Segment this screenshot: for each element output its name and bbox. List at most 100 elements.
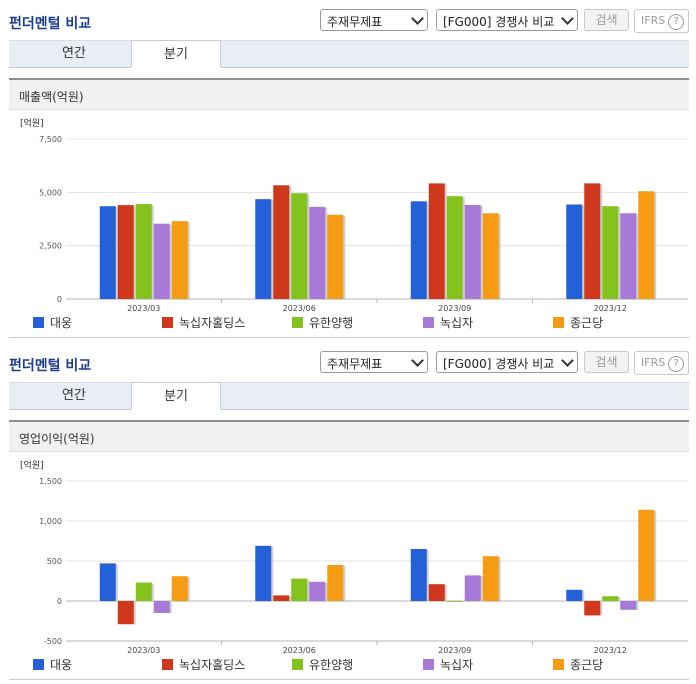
y-axis-unit: [억원] [20, 459, 44, 471]
bar [410, 201, 427, 299]
legend-label: 대웅 [50, 316, 73, 330]
y-axis-unit: [억원] [20, 117, 44, 129]
ifrs-label: IFRS [641, 356, 666, 369]
legend-item[interactable]: 녹십자홀딩스 [162, 314, 245, 332]
legend-item[interactable]: 대웅 [33, 314, 72, 332]
chart-legend: 대웅 녹십자홀딩스 유한양행 녹십자 종근당 [9, 656, 689, 676]
legend-swatch [292, 317, 303, 328]
bar [309, 581, 326, 601]
legend-item[interactable]: 유한양행 [292, 314, 353, 332]
y-tick-label: 0 [57, 295, 62, 304]
legend-item[interactable]: 녹십자 [423, 656, 473, 674]
chevron-down-icon [561, 12, 574, 25]
legend-label: 녹십자 [440, 316, 474, 330]
legend-swatch [553, 659, 564, 670]
legend-item[interactable]: 녹십자홀딩스 [162, 656, 245, 674]
bar [602, 596, 619, 601]
help-icon[interactable]: ? [668, 14, 684, 30]
select-value: 주재무제표 [327, 357, 383, 371]
y-tick-label: 5,000 [39, 188, 62, 197]
bar [602, 206, 619, 299]
select-value: 주재무제표 [327, 15, 383, 29]
tab-annual[interactable]: 연간 [62, 388, 86, 403]
legend-item[interactable]: 유한양행 [292, 656, 353, 674]
bar [255, 199, 272, 299]
search-button[interactable]: 검색 [584, 351, 629, 373]
operating-profit-bar-chart: [억원] -500 0 500 1,000 1,500 2023/03 2023/06 2023… [20, 459, 688, 655]
ifrs-button[interactable]: IFRS? [634, 351, 689, 375]
fundamental-compare-section-sales: 펀더멘털 비교 주재무제표 [FG000] 경쟁사 비교 검색 IFRS? 연간… [9, 9, 689, 338]
legend-label: 녹십자 [440, 658, 474, 672]
bar [117, 205, 134, 299]
bar [638, 509, 655, 601]
legend-item[interactable]: 대웅 [33, 656, 72, 674]
legend-label: 종근당 [570, 316, 604, 330]
bar [171, 576, 188, 601]
bar [446, 601, 463, 602]
x-tick-label: 2023/03 [127, 646, 160, 655]
legend-swatch [292, 659, 303, 670]
statement-type-select[interactable]: 주재무제표 [320, 351, 428, 373]
legend-item[interactable]: 녹십자 [423, 314, 473, 332]
legend-label: 유한양행 [309, 658, 354, 672]
legend-swatch [33, 659, 44, 670]
period-tabs: 연간 분기 [9, 382, 689, 410]
legend-item[interactable]: 종근당 [553, 314, 603, 332]
bar [273, 595, 290, 601]
x-tick-label: 2023/06 [283, 646, 316, 655]
tab-quarterly[interactable]: 분기 [131, 382, 221, 410]
tab-annual[interactable]: 연간 [62, 46, 86, 61]
bar [309, 206, 326, 299]
bar [428, 584, 445, 601]
chevron-down-icon [411, 354, 424, 367]
legend-label: 유한양행 [309, 316, 354, 330]
competitor-group-select[interactable]: [FG000] 경쟁사 비교 [436, 9, 578, 31]
bar [153, 223, 170, 299]
search-button[interactable]: 검색 [584, 9, 629, 31]
bar [446, 196, 463, 299]
legend-label: 녹십자홀딩스 [179, 316, 246, 330]
bar [273, 185, 290, 299]
bar [620, 601, 637, 610]
chart-panel: 영업이익(억원) [억원] -500 0 500 1,000 1,500 2023/03 20… [9, 420, 689, 680]
bar [584, 183, 601, 299]
bar [410, 549, 427, 601]
chart-panel-header: 영업이익(억원) [9, 422, 689, 452]
help-icon[interactable]: ? [668, 356, 684, 372]
bar [291, 193, 308, 299]
legend-swatch [423, 317, 434, 328]
chart-title: 매출액(억원) [19, 90, 84, 104]
y-tick-label: 7,500 [39, 135, 62, 144]
legend-swatch [162, 659, 173, 670]
chart-title: 영업이익(억원) [19, 432, 95, 446]
bar [117, 601, 134, 625]
sales-bar-chart: [억원] 0 2,500 5,000 7,500 2023/03 2023/06 2023/0… [20, 117, 688, 313]
tab-quarterly[interactable]: 분기 [131, 40, 221, 68]
x-tick-label: 2023/12 [594, 304, 627, 313]
competitor-group-select[interactable]: [FG000] 경쟁사 비교 [436, 351, 578, 373]
y-tick-label: 1,000 [39, 517, 62, 526]
legend-label: 대웅 [50, 658, 73, 672]
x-tick-label: 2023/09 [438, 304, 471, 313]
section-title: 펀더멘털 비교 [9, 358, 92, 374]
bar [327, 214, 344, 299]
x-tick-label: 2023/06 [283, 304, 316, 313]
ifrs-label: IFRS [641, 14, 666, 27]
bar [464, 204, 481, 299]
bar [153, 601, 170, 613]
x-tick-label: 2023/09 [438, 646, 471, 655]
bar [135, 582, 152, 601]
legend-item[interactable]: 종근당 [553, 656, 603, 674]
chart-panel-header: 매출액(억원) [9, 80, 689, 110]
y-tick-label: 1,500 [39, 477, 62, 486]
period-tabs: 연간 분기 [9, 40, 689, 68]
bar [99, 563, 116, 601]
legend-swatch [162, 317, 173, 328]
bar [171, 221, 188, 299]
bar [99, 206, 116, 299]
statement-type-select[interactable]: 주재무제표 [320, 9, 428, 31]
y-tick-label: 0 [57, 597, 62, 606]
ifrs-button[interactable]: IFRS? [634, 9, 689, 33]
legend-label: 녹십자홀딩스 [179, 658, 246, 672]
y-tick-label: 500 [47, 557, 62, 566]
